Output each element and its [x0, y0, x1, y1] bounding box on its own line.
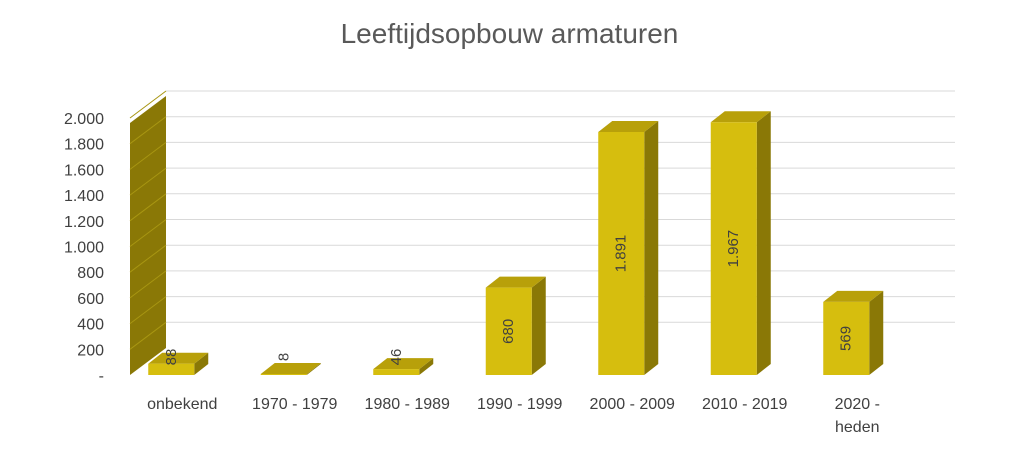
wall-gridline	[129, 193, 167, 222]
bar-side	[756, 111, 771, 375]
data-label: 1.891	[613, 235, 630, 273]
data-label: 569	[838, 326, 855, 351]
data-label: 1.967	[725, 230, 742, 268]
data-label: 8	[275, 353, 292, 361]
y-tick-label: 2.000	[64, 111, 104, 128]
bar	[710, 122, 757, 375]
side-wall	[130, 96, 166, 375]
wall-gridline	[129, 270, 167, 299]
bar-top	[485, 276, 546, 288]
data-label: 88	[163, 349, 180, 366]
bar-side	[194, 352, 209, 375]
wall-gridline	[129, 90, 167, 119]
wall-gridline	[129, 219, 167, 247]
bar-top	[823, 290, 884, 302]
wall-gridline	[129, 321, 167, 350]
x-tick-label: 1990 - 1999	[477, 396, 563, 413]
y-tick-label: 600	[77, 291, 104, 308]
bar-side	[869, 290, 884, 375]
bar	[260, 373, 307, 375]
y-tick-label: 1.600	[64, 162, 104, 179]
bar	[373, 369, 420, 375]
bar-side	[531, 276, 546, 375]
bar-top	[373, 358, 434, 370]
y-tick-label: 1.400	[64, 188, 104, 205]
wall-gridline	[129, 116, 167, 145]
bar	[148, 363, 195, 375]
bar	[485, 287, 532, 375]
bar	[598, 132, 645, 375]
x-tick-label: heden	[835, 419, 880, 436]
bar-top	[598, 121, 659, 133]
wall-gridline	[129, 296, 167, 325]
y-tick-label: -	[99, 368, 104, 385]
x-tick-label: 2010 - 2019	[702, 396, 788, 413]
x-tick-label: onbekend	[147, 396, 217, 413]
y-tick-label: 800	[77, 265, 104, 282]
bar-top	[710, 111, 771, 123]
bar-side	[306, 362, 321, 375]
wall-gridline	[129, 167, 167, 196]
y-tick-label: 1.800	[64, 137, 104, 154]
chart-title: Leeftijdsopbouw armaturen	[340, 18, 679, 49]
bar	[823, 301, 870, 375]
y-tick-label: 200	[77, 342, 104, 359]
bar-side	[419, 358, 434, 375]
y-tick-label: 1.000	[64, 240, 104, 257]
x-tick-label: 1970 - 1979	[252, 396, 338, 413]
y-tick-label: 400	[77, 317, 104, 334]
wall-gridline	[129, 244, 167, 273]
x-tick-label: 1980 - 1989	[365, 396, 451, 413]
bar-side	[644, 121, 659, 375]
y-tick-label: 1.200	[64, 214, 104, 231]
data-label: 46	[388, 349, 405, 366]
x-tick-label: 2020 -	[835, 396, 880, 413]
x-tick-label: 2000 - 2009	[590, 396, 676, 413]
bar-top	[148, 352, 209, 364]
wall-gridline	[129, 141, 167, 170]
bar-top	[260, 362, 321, 374]
data-label: 680	[500, 319, 517, 344]
